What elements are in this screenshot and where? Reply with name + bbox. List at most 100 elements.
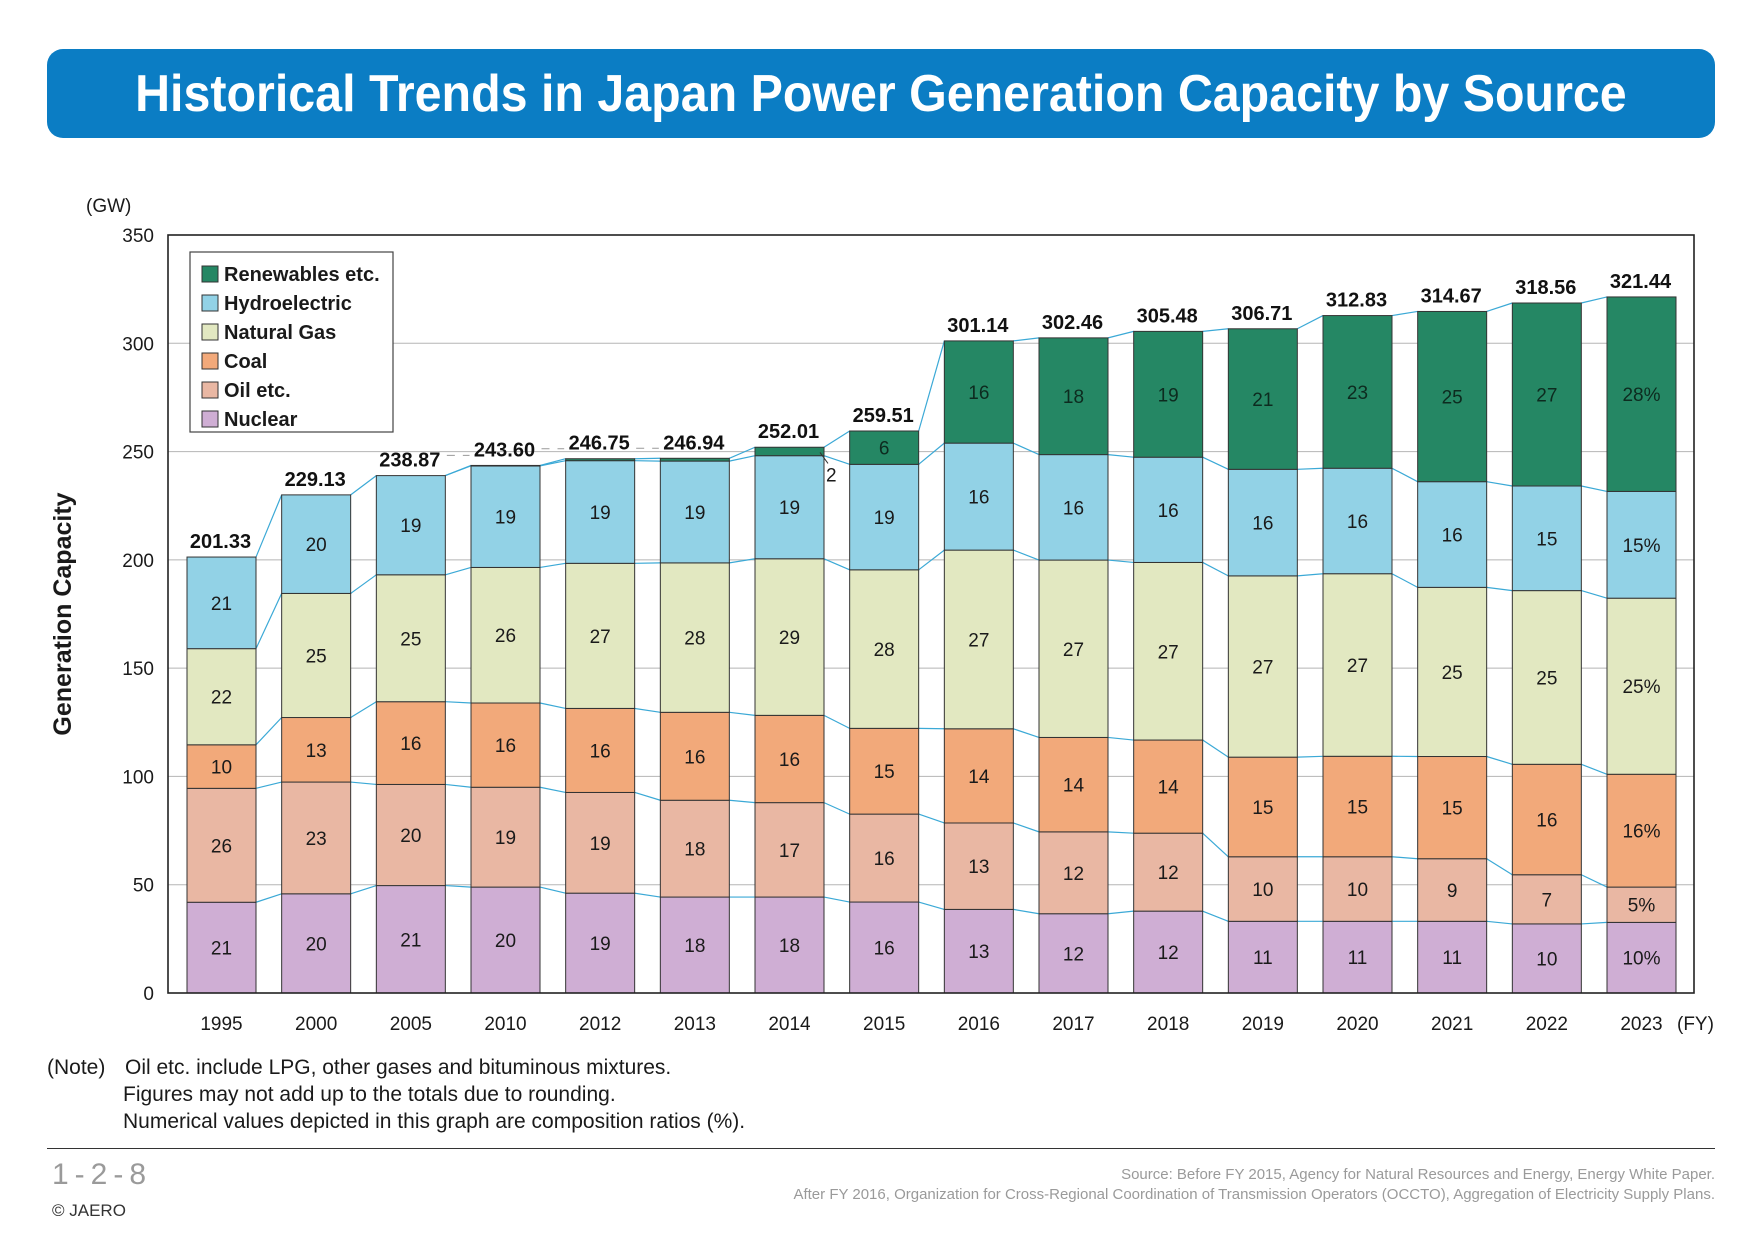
bar-segment-natural-gas (565, 562, 636, 709)
data-label: 9 (1447, 881, 1458, 902)
data-label: 27 (1347, 656, 1368, 677)
data-label: 25 (306, 646, 327, 667)
bar-segment-oil-etc (754, 802, 825, 898)
data-label: 23 (1347, 383, 1368, 404)
bar-segment-hydroelectric (1227, 468, 1298, 577)
total-label: 302.46 (1042, 312, 1103, 334)
bar-segment-natural-gas (659, 562, 730, 713)
bar-segment-renewables-etc (943, 340, 1014, 444)
data-label: 19 (590, 834, 611, 855)
bar-segment-natural-gas (281, 592, 352, 719)
data-label: 25 (1442, 388, 1463, 409)
bar-segment-nuclear (849, 901, 920, 994)
data-label: 20 (306, 535, 327, 556)
bar-segment-nuclear (1227, 920, 1298, 994)
data-label: 25 (400, 629, 421, 650)
data-label: 6 (879, 439, 890, 460)
source-line: Source: Before FY 2015, Agency for Natur… (1121, 1166, 1715, 1183)
connector-line (1013, 549, 1040, 561)
connector-line (634, 892, 661, 898)
bar-segment-oil-etc (186, 787, 257, 903)
data-label: 10 (211, 758, 232, 779)
connector-line (1107, 736, 1134, 741)
connector-line (1013, 442, 1040, 456)
data-label: 14 (968, 767, 990, 788)
data-label: 13 (968, 942, 989, 963)
data-label: 15 (1347, 798, 1368, 819)
data-label: 22 (211, 688, 232, 709)
x-tick-label: 2016 (958, 1014, 1000, 1035)
x-tick-label: 2015 (863, 1014, 905, 1035)
bar-segment-coal (1606, 773, 1677, 888)
bar-segment-nuclear (565, 892, 636, 994)
source-line: After FY 2016, Organization for Cross-Re… (793, 1186, 1715, 1203)
connector-line (1391, 467, 1418, 483)
connector-line (1202, 832, 1229, 858)
data-label: 16 (1347, 512, 1368, 533)
connector-line (1202, 456, 1229, 470)
bar-segment-nuclear (1606, 921, 1677, 994)
connector-line (1107, 559, 1134, 564)
axes: 0 50 100 150 200 250 300 350 (GW) Generation Capa… (49, 196, 1714, 1035)
bar-segment-natural-gas (470, 566, 541, 704)
bar-segment-hydroelectric (470, 465, 541, 568)
connector-line (1486, 586, 1513, 592)
connector-line (918, 549, 945, 571)
bar-segment-hydroelectric (1417, 481, 1488, 588)
x-tick-label: 2010 (484, 1014, 526, 1035)
bar-segment-nuclear (1417, 920, 1488, 994)
data-label: 19 (400, 516, 421, 537)
connector-line (1391, 310, 1418, 317)
connector-line (729, 446, 756, 459)
bar-labels: 2126102221201.332023132520229.1321201625… (190, 271, 1672, 971)
bar-segment-renewables-etc (1038, 337, 1109, 456)
bar-segment-renewables-etc (1227, 328, 1298, 470)
connector-line (918, 813, 945, 824)
data-label: 16 (874, 849, 895, 870)
connector-line (1013, 822, 1040, 833)
data-label: 16 (1158, 501, 1179, 522)
bar-segment-natural-gas (943, 549, 1014, 730)
bar-segment-natural-gas (1511, 590, 1582, 765)
data-label: 12 (1063, 864, 1084, 885)
connector-line (539, 562, 566, 569)
data-label: 26 (211, 836, 232, 857)
connector-line (1202, 561, 1229, 577)
data-label: 16 (779, 750, 800, 771)
data-label: 12 (1063, 944, 1084, 965)
data-label: 11 (1442, 948, 1462, 969)
bar-segment-oil-etc (849, 813, 920, 903)
bar-segment-natural-gas (849, 569, 920, 729)
total-label: 243.60 (474, 439, 535, 461)
bar-segment-natural-gas (754, 558, 825, 716)
bar-segment-renewables-etc (849, 430, 920, 465)
data-label: 28% (1622, 385, 1660, 406)
data-label: 7 (1542, 890, 1553, 911)
data-label: 29 (779, 628, 800, 649)
x-tick-label: 2000 (295, 1014, 337, 1035)
data-label: 20 (400, 826, 421, 847)
connector-line (255, 893, 282, 903)
y-tick-label: 100 (122, 767, 154, 788)
data-label: 16 (968, 488, 989, 509)
data-label: 14 (1158, 778, 1180, 799)
data-label: 26 (495, 626, 516, 647)
total-label: 301.14 (947, 315, 1009, 337)
connector-line (350, 885, 377, 895)
data-label: 10 (1252, 880, 1273, 901)
y-tick-label: 150 (122, 659, 154, 680)
data-label: 15 (1252, 798, 1273, 819)
data-label: 11 (1253, 948, 1273, 969)
bar-segment-coal (1227, 756, 1298, 858)
annotation-leader (819, 452, 829, 464)
bar-segment-hydroelectric (281, 494, 352, 594)
data-label: 27 (590, 627, 611, 648)
data-label: 27 (1536, 386, 1557, 407)
y-axis-title: Generation Capacity (49, 492, 77, 735)
bar-segment-oil-etc (1133, 832, 1204, 912)
data-label: 19 (874, 508, 895, 529)
bar-segment-natural-gas (1606, 597, 1677, 775)
y-tick-label: 50 (133, 876, 154, 897)
note-line: Numerical values depicted in this graph … (123, 1110, 746, 1133)
bar-segment-oil-etc (1417, 858, 1488, 922)
